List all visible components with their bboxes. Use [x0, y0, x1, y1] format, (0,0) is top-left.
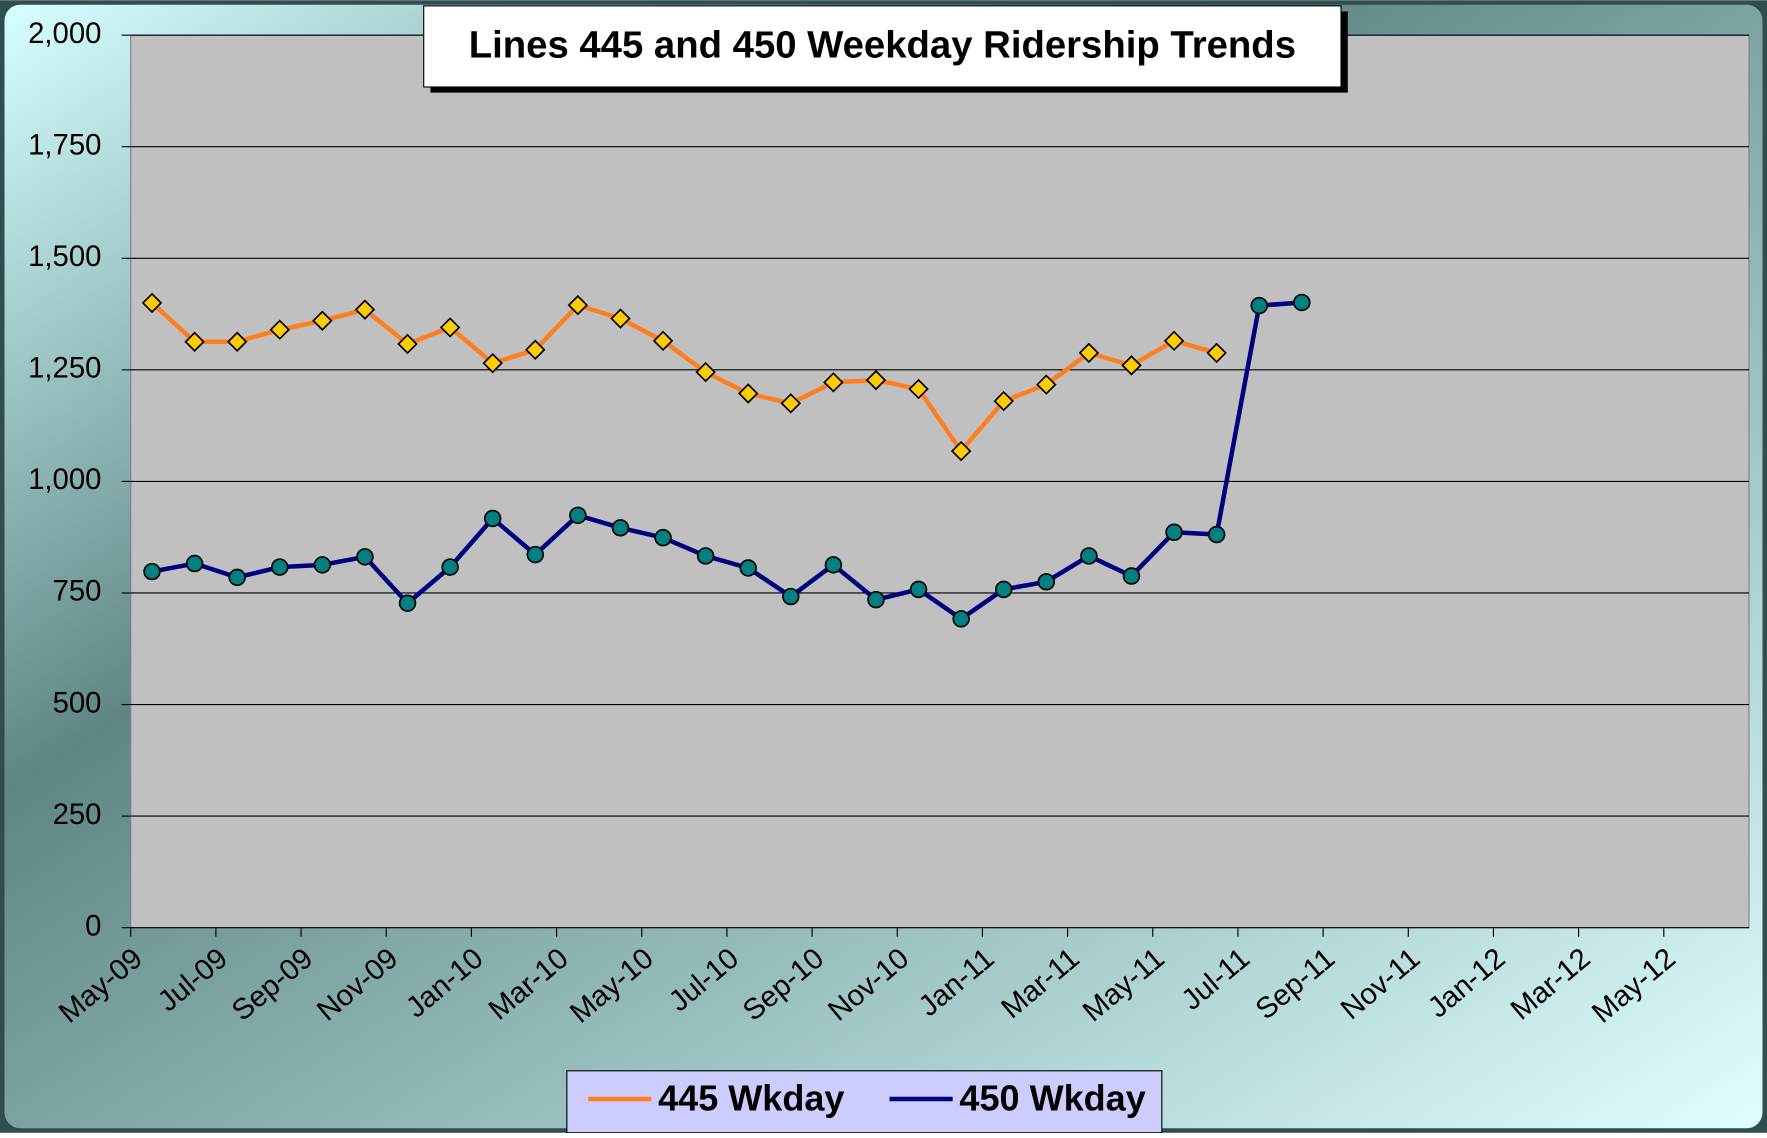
point: [354, 299, 376, 320]
chart-title: Lines 445 and 450 Weekday Ridership Tren…: [469, 24, 1296, 67]
point: [482, 352, 503, 374]
point: [567, 294, 589, 316]
point: [228, 568, 246, 587]
point: [313, 556, 332, 574]
point: [1207, 525, 1226, 544]
y-tick-label: 500: [53, 686, 102, 719]
point: [441, 558, 459, 576]
point: [654, 528, 672, 547]
point: [994, 580, 1013, 599]
point: [185, 554, 204, 573]
point: [950, 440, 972, 462]
point: [1036, 374, 1057, 395]
point: [526, 545, 545, 564]
point: [1037, 573, 1056, 591]
point: [695, 361, 716, 383]
point: [952, 610, 970, 628]
point: [141, 292, 163, 314]
y-tick-label: 2,000: [28, 17, 101, 50]
point: [824, 556, 843, 574]
y-tick-label: 750: [53, 575, 102, 608]
point: [1293, 293, 1311, 312]
point: [226, 331, 248, 352]
y-tick-label: 1,500: [28, 240, 101, 273]
point: [1206, 342, 1227, 364]
point: [1165, 523, 1183, 542]
legend-label: 450 Wkday: [959, 1078, 1145, 1119]
point: [143, 562, 161, 581]
point: [611, 519, 630, 537]
point: [525, 339, 546, 360]
point: [993, 390, 1014, 412]
y-tick-label: 1,000: [28, 463, 101, 496]
point: [483, 509, 502, 528]
point: [865, 369, 887, 391]
point: [271, 558, 289, 576]
point: [312, 310, 333, 331]
y-tick-label: 1,250: [28, 352, 101, 385]
point: [356, 548, 374, 566]
point: [269, 319, 290, 340]
point: [398, 594, 417, 612]
point: [569, 506, 587, 525]
point: [738, 383, 759, 404]
point: [867, 590, 885, 609]
point: [184, 331, 205, 352]
point: [652, 330, 674, 352]
point: [1080, 547, 1098, 565]
legend: [566, 1070, 1163, 1134]
point: [908, 378, 929, 400]
point: [439, 317, 461, 338]
point: [1122, 567, 1141, 585]
legend-label: 445 Wkday: [658, 1078, 844, 1119]
point: [1250, 296, 1268, 315]
point: [397, 333, 418, 355]
point: [780, 393, 802, 414]
point: [909, 580, 928, 599]
point: [782, 587, 800, 606]
y-tick-label: 0: [85, 909, 101, 942]
series-line: [151, 300, 1302, 622]
point: [823, 372, 844, 393]
point: [1078, 342, 1100, 364]
point: [1121, 355, 1142, 376]
title-box: [423, 5, 1342, 88]
point: [696, 547, 715, 565]
point: [739, 559, 757, 577]
y-tick-label: 1,750: [28, 128, 101, 161]
point: [610, 308, 631, 329]
point: [1163, 330, 1185, 352]
y-tick-label: 250: [53, 798, 102, 831]
